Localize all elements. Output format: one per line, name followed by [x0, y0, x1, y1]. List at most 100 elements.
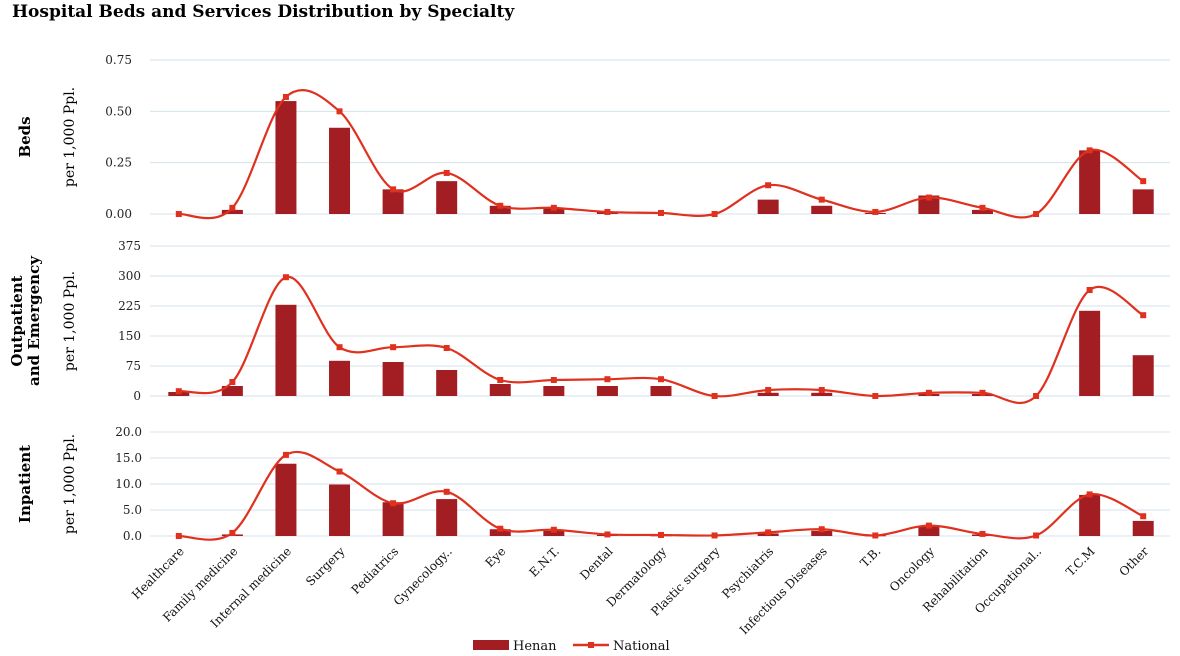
bar-henan-beds-7 — [543, 207, 565, 214]
bar-henan-outpatient-7 — [543, 386, 565, 396]
point-national-beds-14 — [925, 194, 932, 201]
point-national-inpatient-15 — [979, 530, 986, 537]
point-national-inpatient-7 — [550, 526, 557, 533]
point-national-beds-7 — [550, 204, 557, 211]
bar-henan-inpatient-2 — [275, 463, 297, 536]
y-axis-title-inpatient: Inpatient — [16, 445, 34, 523]
x-tick-label: Healthcare — [129, 544, 187, 602]
y-tick-label: 150 — [118, 329, 141, 343]
bar-henan-beds-4 — [382, 189, 404, 214]
legend-label-henan: Henan — [513, 639, 557, 654]
bar-henan-inpatient-7 — [543, 530, 565, 536]
point-national-outpatient-6 — [497, 377, 504, 383]
bar-henan-outpatient-5 — [436, 370, 458, 396]
point-national-inpatient-6 — [497, 525, 504, 532]
bar-henan-outpatient-1 — [221, 386, 243, 396]
point-national-beds-18 — [1140, 178, 1147, 185]
y-tick-label: 15.0 — [115, 451, 142, 465]
x-tick-label: Other — [1117, 544, 1152, 579]
point-national-beds-5 — [443, 169, 450, 176]
point-national-beds-3 — [336, 108, 343, 115]
point-national-inpatient-11 — [765, 529, 772, 536]
point-national-inpatient-14 — [925, 522, 932, 529]
bar-henan-outpatient-9 — [650, 386, 672, 396]
bar-henan-outpatient-17 — [1079, 310, 1101, 396]
y-tick-label: 75 — [126, 359, 141, 373]
point-national-beds-9 — [658, 209, 664, 216]
point-national-outpatient-13 — [872, 393, 879, 399]
point-national-outpatient-17 — [1086, 287, 1093, 293]
bar-henan-inpatient-6 — [489, 529, 511, 536]
y-tick-label: 300 — [118, 269, 141, 283]
panels-layer: 0.00 0.25 0.50 0.75 Beds per 1,000 Ppl. 0 75 150… — [8, 53, 1170, 543]
line-national-outpatient — [178, 276, 1144, 405]
y-tick-label: 375 — [118, 239, 141, 253]
y-tick-label: 10.0 — [115, 477, 142, 491]
bar-henan-outpatient-12 — [811, 392, 833, 396]
point-national-beds-0 — [175, 211, 182, 217]
point-national-outpatient-4 — [390, 344, 397, 351]
bar-henan-inpatient-12 — [811, 530, 833, 536]
bar-henan-outpatient-11 — [757, 392, 779, 396]
x-tick-label: T.C.M — [1063, 544, 1098, 579]
point-national-inpatient-9 — [658, 531, 664, 538]
point-national-outpatient-16 — [1033, 393, 1040, 399]
y-tick-label: 225 — [118, 299, 141, 313]
point-national-outpatient-9 — [658, 376, 664, 383]
y-tick-label: 0.0 — [123, 529, 142, 543]
point-national-outpatient-8 — [604, 376, 611, 383]
point-national-inpatient-16 — [1033, 532, 1040, 539]
point-national-outpatient-15 — [979, 389, 986, 396]
point-national-inpatient-1 — [229, 529, 236, 536]
point-national-beds-15 — [979, 204, 986, 211]
point-national-beds-16 — [1033, 211, 1040, 217]
point-national-inpatient-2 — [282, 451, 289, 458]
legend[interactable]: Henan National — [473, 639, 670, 654]
x-tick-label: Dental — [577, 544, 615, 582]
legend-label-national: National — [613, 639, 670, 654]
point-national-inpatient-3 — [336, 468, 343, 475]
point-national-beds-12 — [818, 196, 825, 203]
bar-henan-beds-5 — [436, 181, 458, 214]
y-tick-label: 0.25 — [105, 156, 132, 170]
bar-henan-beds-2 — [275, 101, 297, 214]
point-national-outpatient-0 — [175, 388, 182, 395]
x-tick-label: Oncology — [887, 544, 937, 594]
point-national-outpatient-10 — [711, 393, 718, 399]
y-axis-title-beds: Beds — [16, 116, 34, 157]
point-national-beds-1 — [229, 204, 236, 211]
y-axis-unit-beds: per 1,000 Ppl. — [62, 87, 78, 187]
chart-title: Hospital Beds and Services Distribution … — [12, 2, 515, 22]
bar-henan-beds-6 — [489, 205, 511, 214]
point-national-inpatient-4 — [390, 500, 397, 507]
bar-henan-beds-14 — [918, 195, 940, 214]
y-tick-label: 0.75 — [105, 53, 132, 67]
bar-henan-outpatient-18 — [1132, 355, 1154, 396]
point-national-beds-17 — [1086, 147, 1093, 154]
bar-henan-beds-3 — [329, 127, 351, 214]
point-national-outpatient-7 — [550, 377, 557, 383]
x-tick-label: E.N.T. — [526, 544, 561, 579]
line-national-beds — [178, 89, 1144, 220]
y-axis-title-outpatient: Outpatientand Emergency — [8, 255, 43, 386]
bar-henan-outpatient-2 — [275, 304, 297, 396]
x-tick-label: T.B. — [857, 544, 883, 570]
point-national-outpatient-12 — [818, 387, 825, 393]
point-national-outpatient-3 — [336, 344, 343, 351]
legend-swatch-henan — [473, 640, 509, 650]
bar-henan-beds-1 — [221, 209, 243, 214]
point-national-outpatient-1 — [229, 379, 236, 385]
panel-beds: 0.00 0.25 0.50 0.75 Beds per 1,000 Ppl. — [16, 53, 1170, 221]
y-tick-label: 20.0 — [115, 425, 142, 439]
point-national-inpatient-8 — [604, 531, 611, 538]
y-tick-label: 0 — [133, 389, 141, 403]
point-national-inpatient-0 — [175, 533, 182, 539]
point-national-beds-13 — [872, 208, 879, 215]
bar-henan-beds-12 — [811, 205, 833, 214]
point-national-inpatient-18 — [1140, 513, 1147, 520]
y-tick-label: 5.0 — [123, 503, 142, 517]
x-tick-label: Eye — [482, 544, 508, 570]
bar-henan-beds-17 — [1079, 150, 1101, 214]
